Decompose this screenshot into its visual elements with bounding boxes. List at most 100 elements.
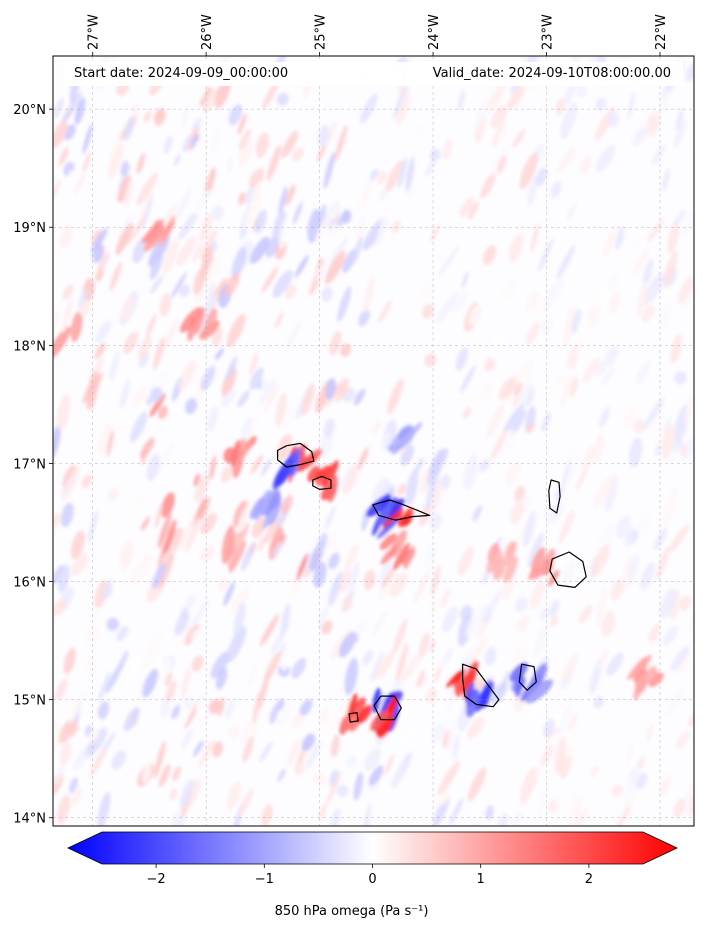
omega-blob — [565, 728, 582, 759]
omega-blob — [495, 115, 517, 149]
omega-blob — [229, 540, 247, 573]
omega-blob — [111, 563, 123, 591]
omega-blob — [101, 579, 116, 601]
omega-blob — [596, 145, 615, 172]
omega-blob — [116, 626, 129, 641]
omega-blob — [221, 525, 235, 564]
omega-blob — [176, 518, 195, 551]
omega-feature — [160, 221, 175, 240]
omega-blob — [431, 723, 446, 743]
omega-blob — [346, 631, 359, 644]
omega-blob — [547, 380, 557, 399]
omega-blob — [604, 475, 618, 512]
omega-feature — [627, 654, 652, 680]
omega-blob — [375, 134, 389, 154]
omega-blob — [632, 248, 649, 276]
omega-blob — [670, 646, 689, 671]
omega-blob — [86, 371, 99, 411]
omega-blob — [296, 553, 308, 582]
omega-blob — [53, 252, 61, 272]
omega-blob — [442, 138, 453, 160]
omega-blob — [523, 698, 543, 729]
omega-blob — [91, 227, 108, 253]
omega-blob — [660, 588, 676, 619]
omega-blob — [611, 784, 623, 797]
omega-blob — [592, 647, 602, 661]
omega-blob — [178, 284, 190, 297]
colorbar-tick-label: −2 — [147, 872, 166, 887]
omega-blob — [602, 611, 615, 637]
omega-blob — [70, 553, 88, 576]
omega-blob — [362, 649, 374, 666]
omega-blob — [53, 97, 64, 119]
omega-blob — [334, 125, 348, 162]
omega-blob — [198, 739, 215, 768]
omega-feature — [633, 673, 646, 701]
omega-blob — [538, 238, 554, 273]
omega-blob — [210, 240, 217, 254]
omega-blob — [474, 677, 486, 690]
omega-blob — [541, 317, 553, 334]
omega-blob — [132, 386, 146, 406]
omega-blob — [363, 276, 375, 314]
omega-blob — [142, 668, 159, 698]
omega-blob — [603, 227, 618, 256]
omega-blob — [643, 259, 654, 285]
omega-blob — [176, 236, 197, 267]
omega-blob — [150, 249, 164, 280]
omega-feature — [446, 668, 466, 688]
omega-blob — [205, 258, 221, 283]
omega-feature — [339, 715, 349, 735]
omega-blob — [94, 342, 106, 360]
omega-blob — [485, 589, 502, 618]
omega-blob — [158, 553, 174, 589]
omega-blob — [108, 351, 120, 384]
omega-blob — [372, 611, 387, 636]
omega-blob — [272, 269, 293, 298]
omega-blob — [281, 637, 293, 672]
omega-blob — [596, 588, 607, 628]
omega-blob — [260, 458, 272, 477]
omega-blob — [440, 588, 451, 608]
omega-feature — [249, 497, 265, 520]
omega-blob — [433, 796, 450, 826]
omega-blob — [342, 210, 352, 224]
omega-blob — [651, 144, 666, 165]
omega-blob — [395, 85, 410, 125]
omega-blob — [512, 128, 526, 148]
colorbar-tick-label: 1 — [477, 872, 485, 887]
omega-blob — [276, 92, 289, 106]
omega-feature — [486, 550, 503, 573]
omega-blob — [130, 411, 148, 443]
omega-blob — [497, 154, 507, 175]
omega-blob — [418, 632, 430, 659]
omega-blob — [676, 108, 684, 131]
omega-blob — [212, 741, 223, 758]
omega-blob — [136, 172, 158, 206]
omega-blob — [684, 282, 694, 308]
lat-label: 19°N — [13, 221, 46, 236]
omega-blob — [111, 750, 126, 770]
omega-blob — [360, 93, 378, 124]
omega-blob — [519, 383, 535, 406]
omega-blob — [582, 357, 600, 384]
omega-blob — [69, 787, 82, 808]
omega-blob — [215, 347, 224, 361]
omega-blob — [475, 118, 487, 133]
omega-blob — [226, 356, 238, 380]
omega-blob — [650, 411, 668, 437]
omega-blob — [342, 464, 358, 495]
omega-blob — [641, 305, 655, 323]
omega-blob — [53, 564, 64, 585]
omega-blob — [520, 767, 537, 805]
omega-blob — [461, 271, 469, 289]
omega-blob — [333, 377, 350, 402]
omega-blob — [331, 734, 340, 758]
omega-blob — [194, 716, 205, 730]
omega-blob — [275, 311, 284, 329]
island-outline — [312, 475, 332, 490]
omega-blob — [281, 130, 299, 159]
omega-blob — [467, 767, 487, 802]
omega-blob — [624, 525, 634, 548]
omega-blob — [549, 600, 560, 617]
